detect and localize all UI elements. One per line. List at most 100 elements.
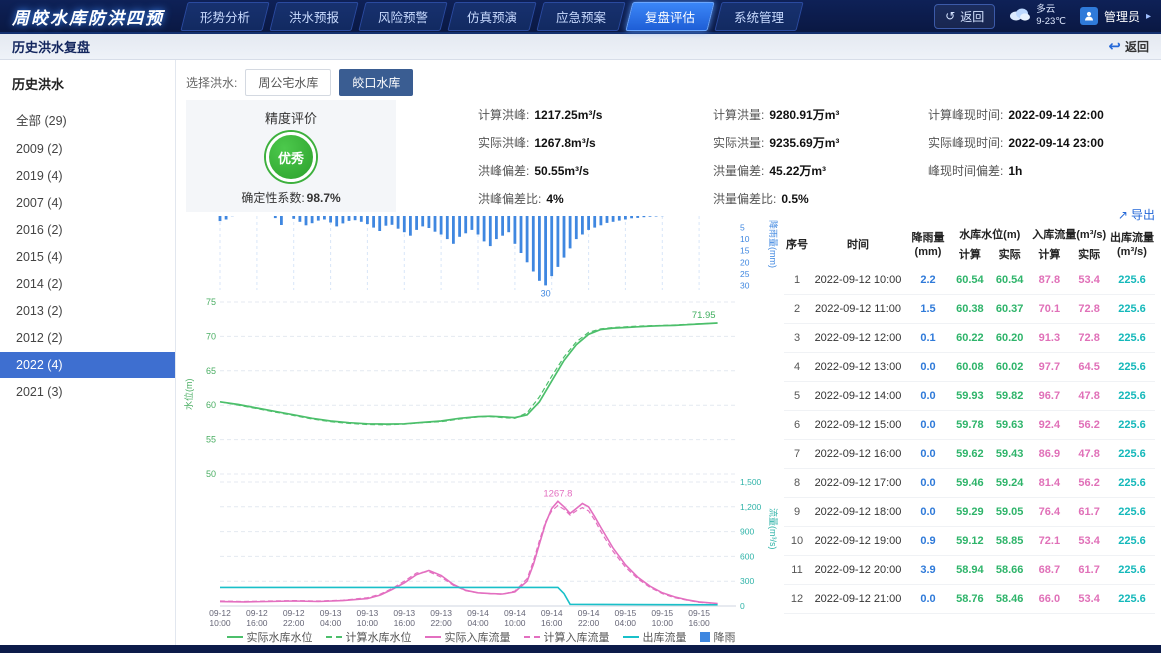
svg-text:60: 60 (206, 400, 216, 410)
cell-out: 225.6 (1109, 584, 1155, 614)
svg-text:5: 5 (740, 223, 745, 233)
nav-label: 风险预警 (378, 10, 429, 25)
legend-item-实际水库水位[interactable]: 实际水库水位 (226, 629, 313, 645)
legend-item-出库流量[interactable]: 出库流量 (622, 629, 687, 645)
cell-seq: 1 (784, 265, 810, 295)
stat-value: 9280.91万m³ (769, 108, 840, 122)
cell-wl-calc: 59.46 (950, 468, 990, 498)
table-row: 2 2022-09-12 11:00 1.5 60.38 60.37 70.1 72.8 22… (784, 294, 1155, 324)
cell-in-calc: 68.7 (1029, 555, 1070, 585)
cell-in-actual: 61.7 (1069, 497, 1109, 527)
table-row: 7 2022-09-12 16:00 0.0 59.62 59.43 86.9 47.8 22… (784, 439, 1155, 469)
nav-emergency-plan[interactable]: 应急预案 (536, 1, 626, 31)
nav-situation-analysis[interactable]: 形势分析 (180, 1, 270, 31)
grade-label: 优秀 (277, 150, 304, 166)
sidebar-item-2021[interactable]: 2021 (3) (16, 385, 63, 399)
user-menu[interactable]: 管理员 ▸ (1079, 7, 1151, 25)
precision-card: 精度评价 优秀 确定性系数: 98.7% (186, 100, 396, 212)
sidebar-item-all[interactable]: 全部 (29) (16, 114, 67, 128)
data-table-panel: ↗ 导出 序号 时间 降雨量(mm) 水库水位(m) 入库流量(m³/s) 出库流量(m³/… (784, 206, 1155, 641)
cell-rain: 0.0 (906, 584, 950, 614)
table-body: 1 2022-09-12 10:00 2.2 60.54 60.54 87.8 53.4 22… (784, 265, 1155, 614)
legend-item-降雨[interactable]: 降雨 (699, 629, 736, 645)
svg-text:09-13: 09-13 (393, 608, 415, 618)
cell-wl-calc: 58.76 (950, 584, 990, 614)
stat-value: 2022-09-14 23:00 (1008, 136, 1104, 150)
cell-wl-calc: 59.93 (950, 381, 990, 411)
flood-chart[interactable]: 51015202530降雨量(mm)505560657075水位(m)03006… (180, 210, 778, 628)
svg-text:15: 15 (740, 246, 750, 256)
export-label: 导出 (1130, 208, 1155, 222)
certainty-coefficient: 确定性系数: 98.7% (186, 189, 396, 206)
svg-text:16:00: 16:00 (246, 618, 268, 628)
cell-wl-calc: 58.94 (950, 555, 990, 585)
sidebar-item-2015[interactable]: 2015 (4) (16, 250, 63, 264)
svg-text:09-14: 09-14 (541, 608, 563, 618)
svg-text:16:00: 16:00 (688, 618, 710, 628)
nav-review-evaluation[interactable]: 复盘评估 (625, 1, 715, 31)
cell-time: 2022-09-12 15:00 (810, 410, 906, 440)
table-row: 11 2022-09-12 20:00 3.9 58.94 58.66 68.7 61.7 2… (784, 555, 1155, 585)
svg-text:300: 300 (740, 576, 754, 586)
nav-system-management[interactable]: 系统管理 (714, 1, 804, 31)
weather-widget: 多云 9-23℃ (1009, 4, 1066, 28)
cell-time: 2022-09-12 17:00 (810, 468, 906, 498)
cell-rain: 0.0 (906, 381, 950, 411)
sidebar-item-2009[interactable]: 2009 (2) (16, 142, 63, 156)
cell-wl-actual: 60.54 (989, 265, 1030, 295)
stat-column: 计算峰现时间: 2022-09-14 22:00 实际峰现时间: 2022-09-14… (928, 106, 1153, 218)
legend-label: 计算水库水位 (345, 632, 412, 644)
select-flood-label: 选择洪水: (186, 76, 238, 90)
reservoir-button-zhougongzhai[interactable]: 周公宅水库 (245, 69, 332, 96)
main-panel: 选择洪水: 周公宅水库 皎口水库 精度评价 优秀 确定性系数: 98.7% 计算洪峰… (176, 60, 1161, 645)
cell-in-actual: 72.8 (1069, 323, 1109, 353)
user-name: 管理员 (1103, 9, 1140, 24)
svg-text:900: 900 (740, 527, 754, 537)
svg-text:流量(m³/s): 流量(m³/s) (768, 508, 778, 550)
svg-text:1,500: 1,500 (740, 477, 762, 487)
cell-wl-actual: 58.46 (989, 584, 1030, 614)
back-button[interactable]: ↩ 返回 (1108, 38, 1149, 55)
sidebar-item-2013[interactable]: 2013 (2) (16, 304, 63, 318)
svg-text:09-15: 09-15 (615, 608, 637, 618)
cell-rain: 0.0 (906, 410, 950, 440)
legend-item-实际入库流量[interactable]: 实际入库流量 (424, 629, 511, 645)
svg-text:09-13: 09-13 (357, 608, 379, 618)
legend-item-计算入库流量[interactable]: 计算入库流量 (523, 629, 610, 645)
cell-time: 2022-09-12 14:00 (810, 381, 906, 411)
sidebar-item-2012[interactable]: 2012 (2) (16, 331, 63, 345)
legend-item-计算水库水位[interactable]: 计算水库水位 (325, 629, 412, 645)
export-button[interactable]: ↗ 导出 (784, 206, 1155, 223)
sidebar-item-2016[interactable]: 2016 (2) (16, 223, 63, 237)
svg-text:降雨量(mm): 降雨量(mm) (768, 220, 778, 268)
svg-text:30: 30 (740, 280, 750, 290)
svg-text:09-14: 09-14 (467, 608, 489, 618)
nav-simulation-rehearsal[interactable]: 仿真预演 (447, 1, 537, 31)
table-row: 8 2022-09-12 17:00 0.0 59.46 59.24 81.4 56.2 22… (784, 468, 1155, 498)
cell-rain: 0.0 (906, 439, 950, 469)
stat-label: 洪峰偏差比: (478, 192, 542, 206)
cell-out: 225.6 (1109, 323, 1155, 353)
sidebar-item-2007[interactable]: 2007 (4) (16, 196, 63, 210)
cell-wl-actual: 58.66 (989, 555, 1030, 585)
cell-seq: 12 (784, 584, 810, 614)
nav-risk-warning[interactable]: 风险预警 (358, 1, 448, 31)
top-back-button[interactable]: ↺ 返回 (934, 3, 996, 29)
reservoir-button-jiaokou[interactable]: 皎口水库 (339, 69, 414, 96)
chevron-right-icon: ▸ (1145, 10, 1151, 22)
svg-text:70: 70 (206, 331, 216, 341)
nav-flood-forecast[interactable]: 洪水预报 (269, 1, 359, 31)
sidebar-title: 历史洪水 (12, 77, 65, 92)
sidebar-item-2019[interactable]: 2019 (4) (16, 169, 63, 183)
cell-wl-actual: 60.37 (989, 294, 1030, 324)
sidebar-item-2022[interactable]: 2022 (4) (0, 352, 175, 378)
sidebar-item-2014[interactable]: 2014 (2) (16, 277, 63, 291)
stat-label: 洪量偏差: (713, 164, 765, 178)
cell-wl-actual: 58.85 (989, 526, 1030, 556)
stat-item: 洪峰偏差: 50.55m³/s (478, 162, 713, 179)
svg-text:0: 0 (740, 601, 745, 611)
cell-in-actual: 56.2 (1069, 468, 1109, 498)
nav-label: 复盘评估 (645, 10, 696, 25)
cell-in-actual: 53.4 (1069, 526, 1109, 556)
cell-out: 225.6 (1109, 352, 1155, 382)
